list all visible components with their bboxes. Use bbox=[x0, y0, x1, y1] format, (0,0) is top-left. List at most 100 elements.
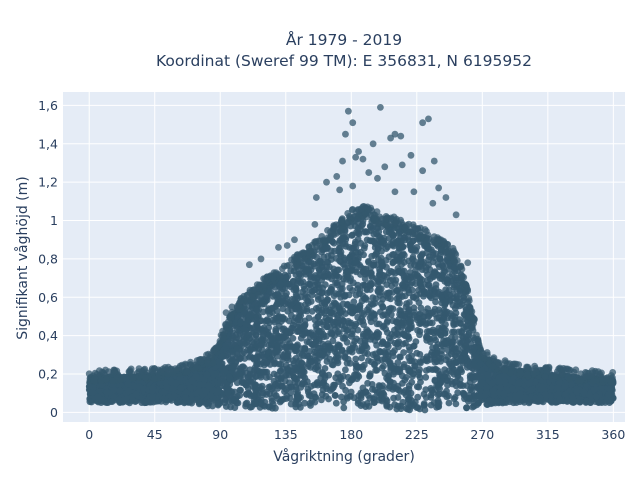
data-point bbox=[318, 309, 325, 316]
data-point bbox=[298, 359, 306, 367]
data-point bbox=[301, 380, 309, 388]
data-point bbox=[279, 365, 287, 373]
data-point bbox=[311, 316, 319, 324]
data-point bbox=[414, 393, 422, 401]
data-point bbox=[281, 377, 289, 385]
data-point bbox=[407, 281, 414, 288]
data-point bbox=[401, 376, 409, 384]
data-point bbox=[377, 391, 385, 398]
data-point bbox=[171, 392, 178, 400]
data-point bbox=[312, 393, 319, 401]
data-point bbox=[365, 357, 372, 364]
data-point bbox=[294, 379, 302, 387]
data-point bbox=[424, 276, 431, 284]
data-point bbox=[221, 396, 229, 404]
data-point bbox=[427, 385, 435, 392]
data-point bbox=[322, 268, 330, 276]
data-point bbox=[328, 283, 335, 291]
data-point bbox=[289, 357, 297, 365]
data-point bbox=[315, 328, 322, 335]
data-point bbox=[354, 326, 362, 334]
data-point bbox=[392, 276, 400, 284]
data-point bbox=[379, 303, 387, 311]
data-point bbox=[366, 372, 374, 379]
data-point bbox=[335, 352, 342, 359]
data-point bbox=[345, 268, 352, 275]
data-point bbox=[307, 266, 315, 274]
data-point bbox=[364, 379, 371, 387]
data-point bbox=[460, 324, 468, 331]
data-point bbox=[217, 377, 225, 385]
data-point bbox=[367, 227, 375, 235]
data-point bbox=[297, 272, 305, 280]
data-point bbox=[283, 274, 290, 282]
data-point bbox=[379, 338, 387, 346]
data-point bbox=[395, 366, 403, 374]
data-point bbox=[435, 324, 443, 332]
data-point bbox=[432, 365, 440, 373]
data-point bbox=[488, 379, 496, 387]
data-point bbox=[463, 382, 471, 389]
data-point bbox=[423, 328, 431, 335]
data-point bbox=[432, 343, 440, 351]
data-point bbox=[489, 387, 497, 395]
data-point bbox=[352, 257, 360, 265]
data-point bbox=[414, 404, 422, 411]
data-point bbox=[284, 356, 292, 364]
data-point bbox=[373, 275, 380, 282]
data-point bbox=[405, 354, 413, 361]
data-point bbox=[305, 280, 312, 288]
data-point bbox=[231, 404, 239, 411]
data-point bbox=[249, 376, 257, 384]
data-point bbox=[389, 251, 396, 258]
data-point bbox=[369, 294, 377, 302]
data-point bbox=[413, 291, 421, 299]
data-point bbox=[445, 399, 453, 407]
data-point bbox=[335, 247, 343, 255]
data-point bbox=[330, 239, 338, 247]
data-point bbox=[437, 378, 445, 386]
data-point bbox=[426, 338, 434, 346]
data-point bbox=[283, 371, 290, 379]
data-point bbox=[322, 392, 330, 400]
data-point bbox=[252, 316, 260, 324]
data-point bbox=[267, 341, 275, 349]
data-point bbox=[287, 389, 295, 397]
data-point bbox=[500, 373, 508, 380]
data-point bbox=[361, 242, 369, 250]
data-point bbox=[193, 373, 200, 381]
data-point bbox=[332, 399, 340, 407]
data-point bbox=[386, 360, 394, 368]
data-point bbox=[339, 307, 347, 314]
data-point bbox=[224, 384, 232, 391]
data-point bbox=[451, 394, 459, 401]
data-point bbox=[382, 325, 390, 333]
data-point bbox=[320, 333, 327, 341]
data-point bbox=[473, 401, 481, 409]
data-point bbox=[318, 248, 325, 256]
data-point bbox=[405, 343, 413, 351]
data-point bbox=[348, 244, 356, 252]
data-point bbox=[333, 279, 341, 287]
data-point bbox=[339, 382, 346, 390]
data-point bbox=[396, 353, 403, 361]
data-point bbox=[449, 277, 457, 285]
data-point bbox=[347, 392, 354, 400]
data-point bbox=[396, 299, 403, 307]
data-point bbox=[435, 399, 443, 407]
data-point bbox=[345, 291, 353, 299]
data-point bbox=[425, 256, 432, 264]
data-point bbox=[436, 371, 443, 379]
data-point bbox=[348, 333, 355, 340]
data-point bbox=[369, 385, 376, 393]
data-point bbox=[337, 376, 345, 383]
data-point bbox=[238, 379, 246, 386]
data-point bbox=[393, 340, 401, 348]
data-point bbox=[367, 280, 375, 288]
data-point bbox=[274, 291, 282, 299]
data-point bbox=[442, 326, 449, 334]
data-point bbox=[416, 351, 424, 358]
data-point bbox=[269, 351, 276, 359]
data-point bbox=[273, 346, 281, 354]
data-point bbox=[240, 348, 248, 356]
